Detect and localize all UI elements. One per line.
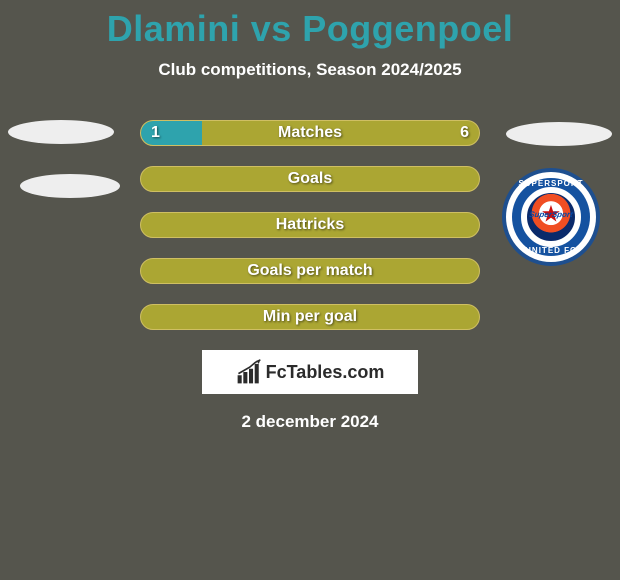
subtitle: Club competitions, Season 2024/2025 — [0, 60, 620, 80]
stat-label: Hattricks — [141, 213, 479, 237]
stat-bar: 16Matches — [140, 120, 480, 146]
stat-bar: Hattricks — [140, 212, 480, 238]
stat-bar: Min per goal — [140, 304, 480, 330]
stat-value-left: 1 — [141, 121, 170, 145]
stat-label: Min per goal — [141, 305, 479, 329]
player-left-oval-bottom — [20, 174, 120, 198]
stat-value-right: 6 — [450, 121, 479, 145]
date-text: 2 december 2024 — [0, 412, 620, 432]
club-badge-inner: ★ SuperSport — [525, 191, 577, 243]
stat-bar: Goals — [140, 166, 480, 192]
stat-label: Goals per match — [141, 259, 479, 283]
fctables-brand-box: FcTables.com — [202, 350, 418, 394]
player-right-oval-top — [506, 122, 612, 146]
club-badge-right: SUPERSPORT UNITED FC ★ SuperSport — [502, 168, 600, 266]
bars-growth-icon — [236, 359, 262, 385]
stat-bar: Goals per match — [140, 258, 480, 284]
stat-label: Goals — [141, 167, 479, 191]
player-left-oval-top — [8, 120, 114, 144]
fctables-brand-text: FcTables.com — [266, 362, 385, 383]
comparison-chart: SUPERSPORT UNITED FC ★ SuperSport 16Matc… — [0, 110, 620, 330]
club-badge-wordmark: SuperSport — [526, 210, 576, 219]
page-title: Dlamini vs Poggenpoel — [0, 0, 620, 50]
